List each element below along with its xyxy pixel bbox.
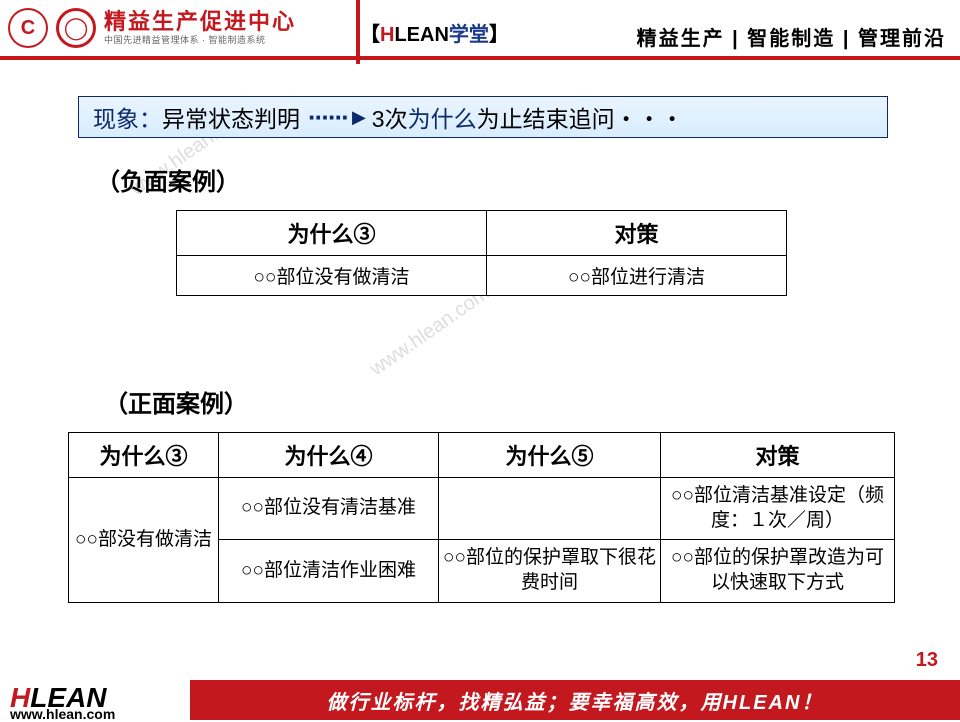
logo-text: 精益生产促进中心 中国先进精益管理体系 · 智能制造系统 bbox=[104, 11, 296, 45]
t1-c2: ○○部位进行清洁 bbox=[487, 256, 787, 296]
footer-slogan: 做行业标杆，找精弘益；要幸福高效，用HLEAN！ bbox=[190, 680, 960, 720]
phenomenon-count: 3次 bbox=[372, 100, 408, 134]
phenomenon-rest: 为止结束追问・・・ bbox=[477, 100, 684, 134]
brand-sub: 中国先进精益管理体系 · 智能制造系统 bbox=[104, 36, 296, 45]
t2-h3: 为什么⑤ bbox=[439, 433, 661, 478]
watermark: www.hlean.com bbox=[366, 282, 494, 381]
negative-case-table: 为什么③ 对策 ○○部位没有做清洁 ○○部位进行清洁 bbox=[176, 210, 787, 296]
t2-r2c3: ○○部位的保护罩取下很花费时间 bbox=[439, 540, 661, 602]
t2-r1c2: ○○部位没有清洁基准 bbox=[219, 478, 439, 540]
t2-r1c3 bbox=[439, 478, 661, 540]
positive-case-table: 为什么③ 为什么④ 为什么⑤ 对策 ○○部没有做清洁 ○○部位没有清洁基准 ○○… bbox=[68, 432, 895, 603]
bracket-r: 】 bbox=[489, 24, 509, 46]
t1-c1: ○○部位没有做清洁 bbox=[177, 256, 487, 296]
t2-h4: 对策 bbox=[661, 433, 895, 478]
section-positive-label: （正面案例） bbox=[104, 384, 248, 419]
t2-r1c4: ○○部位清洁基准设定（频度：１次／周） bbox=[661, 478, 895, 540]
arrow-head-icon: ▶ bbox=[352, 107, 366, 128]
t2-r2c2: ○○部位清洁作业困难 bbox=[219, 540, 439, 602]
phenomenon-label: 现象： bbox=[93, 100, 162, 134]
section-negative-label: （负面案例） bbox=[96, 162, 240, 197]
arrow-dashes-icon: ······ bbox=[308, 102, 348, 133]
header: C ◯ 精益生产促进中心 中国先进精益管理体系 · 智能制造系统 【HLEAN学… bbox=[0, 0, 960, 60]
phenomenon-banner: 现象： 异常状态判明 ······ ▶ 3次为什么为止结束追问・・・ bbox=[78, 96, 888, 138]
t1-h2: 对策 bbox=[487, 211, 787, 256]
logo-badge-icon: C bbox=[8, 8, 48, 48]
logo-swirl-icon: ◯ bbox=[56, 8, 96, 48]
page-number: 13 bbox=[916, 649, 938, 672]
t2-r2c4: ○○部位的保护罩改造为可以快速取下方式 bbox=[661, 540, 895, 602]
footer: HLEAN www.hlean.com 做行业标杆，找精弘益；要幸福高效，用HL… bbox=[0, 670, 960, 720]
logo-area: C ◯ 精益生产促进中心 中国先进精益管理体系 · 智能制造系统 bbox=[0, 4, 304, 52]
phenomenon-state: 异常状态判明 bbox=[162, 100, 300, 134]
header-center: 【HLEAN学堂】 bbox=[360, 18, 509, 47]
brand-cn: 精益生产促进中心 bbox=[104, 11, 296, 33]
lean: LEAN bbox=[394, 24, 448, 46]
t2-h1: 为什么③ bbox=[69, 433, 219, 478]
letter-h: H bbox=[380, 24, 394, 46]
bracket-l: 【 bbox=[360, 24, 380, 46]
t2-r1c1: ○○部没有做清洁 bbox=[69, 478, 219, 603]
t2-h2: 为什么④ bbox=[219, 433, 439, 478]
t1-h1: 为什么③ bbox=[177, 211, 487, 256]
header-tagline: 精益生产 | 智能制造 | 管理前沿 bbox=[637, 22, 946, 51]
xuetang: 学堂 bbox=[449, 24, 489, 46]
phenomenon-why: 为什么 bbox=[408, 100, 477, 134]
